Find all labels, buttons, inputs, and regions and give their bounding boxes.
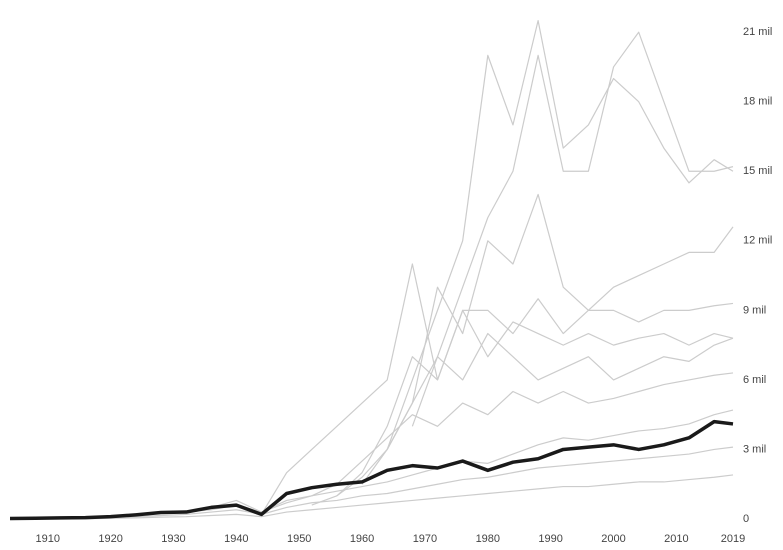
x-tick-label: 2019 [721,533,745,545]
y-tick-label: 18 mil [743,96,772,108]
series-line [411,31,734,427]
x-tick-label: 1960 [350,533,374,545]
x-tick-label: 1920 [98,533,122,545]
x-tick-label: 2010 [664,533,688,545]
x-tick-label: 1930 [161,533,185,545]
x-tick-label: 1990 [538,533,562,545]
x-tick-label: 2000 [601,533,625,545]
y-tick-label: 6 mil [743,374,766,386]
series-line [361,193,734,485]
series-line [386,19,734,450]
x-tick-label: 1970 [413,533,437,545]
x-tick-label: 1950 [287,533,311,545]
y-tick-label: 21 mil [743,26,772,38]
series-line [260,263,734,515]
y-tick-label: 15 mil [743,165,772,177]
y-tick-label: 12 mil [743,235,772,247]
series-line [211,372,734,513]
x-tick-label: 1940 [224,533,248,545]
x-tick-label: 1910 [35,533,59,545]
y-tick-label: 0 [743,513,749,525]
series-line [311,332,734,506]
series-line [9,419,734,521]
y-tick-label: 9 mil [743,304,766,316]
x-tick-label: 1980 [476,533,500,545]
series-line [10,474,734,520]
y-tick-label: 3 mil [743,443,766,455]
series-line [336,298,734,497]
series-line [10,409,734,520]
